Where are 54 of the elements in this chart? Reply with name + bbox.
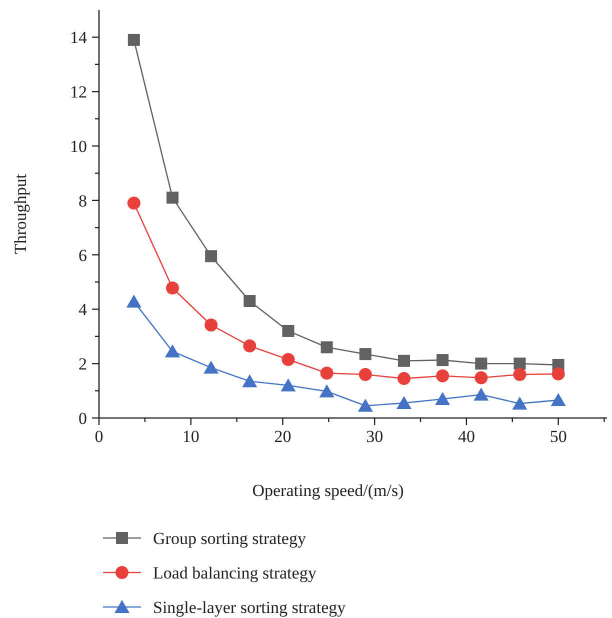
- point: [205, 250, 218, 262]
- x-tick-label: 30: [366, 427, 384, 446]
- point: [513, 368, 526, 381]
- point: [436, 369, 450, 382]
- point: [514, 358, 526, 370]
- point: [436, 354, 449, 366]
- point: [164, 344, 180, 358]
- point: [552, 367, 565, 380]
- point: [320, 341, 333, 354]
- y-tick-label: 2: [78, 354, 87, 374]
- point: [319, 384, 334, 398]
- point: [282, 324, 294, 337]
- point: [320, 366, 334, 380]
- y-tick-label: 12: [70, 82, 87, 102]
- point: [474, 371, 488, 384]
- point: [359, 348, 372, 360]
- point: [397, 372, 410, 386]
- y-tick-label: 6: [78, 246, 87, 265]
- y-tick-label: 10: [70, 137, 87, 156]
- legend-label: Group sorting strategy: [153, 529, 306, 548]
- point: [126, 294, 142, 308]
- point: [128, 34, 140, 46]
- point: [243, 339, 256, 352]
- x-tick-label: 20: [274, 427, 292, 446]
- point: [204, 318, 218, 332]
- y-tick-label: 0: [78, 409, 87, 428]
- y-axis-title: Throughput: [11, 174, 30, 254]
- y-tick-label: 4: [78, 300, 88, 320]
- point: [474, 388, 489, 401]
- x-tick-label: 10: [182, 427, 200, 446]
- x-tick-label: 50: [550, 427, 567, 446]
- x-axis-title: Operating speed/(m/s): [252, 481, 404, 500]
- point: [512, 396, 528, 410]
- point: [550, 393, 566, 406]
- point: [435, 392, 450, 405]
- point: [282, 353, 295, 366]
- point: [166, 192, 178, 204]
- x-tick-label: 40: [458, 427, 475, 446]
- x-tick-label: 0: [94, 427, 104, 446]
- point: [398, 354, 410, 367]
- point: [475, 358, 488, 370]
- point: [204, 360, 219, 374]
- point: [127, 196, 140, 210]
- point: [166, 281, 179, 294]
- legend-label: Load balancing strategy: [153, 564, 317, 582]
- point: [396, 396, 412, 410]
- y-tick-label: 8: [78, 191, 87, 210]
- point: [242, 374, 258, 388]
- point: [358, 398, 373, 412]
- y-tick-label: 14: [70, 28, 88, 48]
- legend-label: Single-layer sorting strategy: [153, 598, 346, 617]
- point: [358, 368, 372, 381]
- point: [280, 378, 296, 392]
- point: [244, 295, 256, 308]
